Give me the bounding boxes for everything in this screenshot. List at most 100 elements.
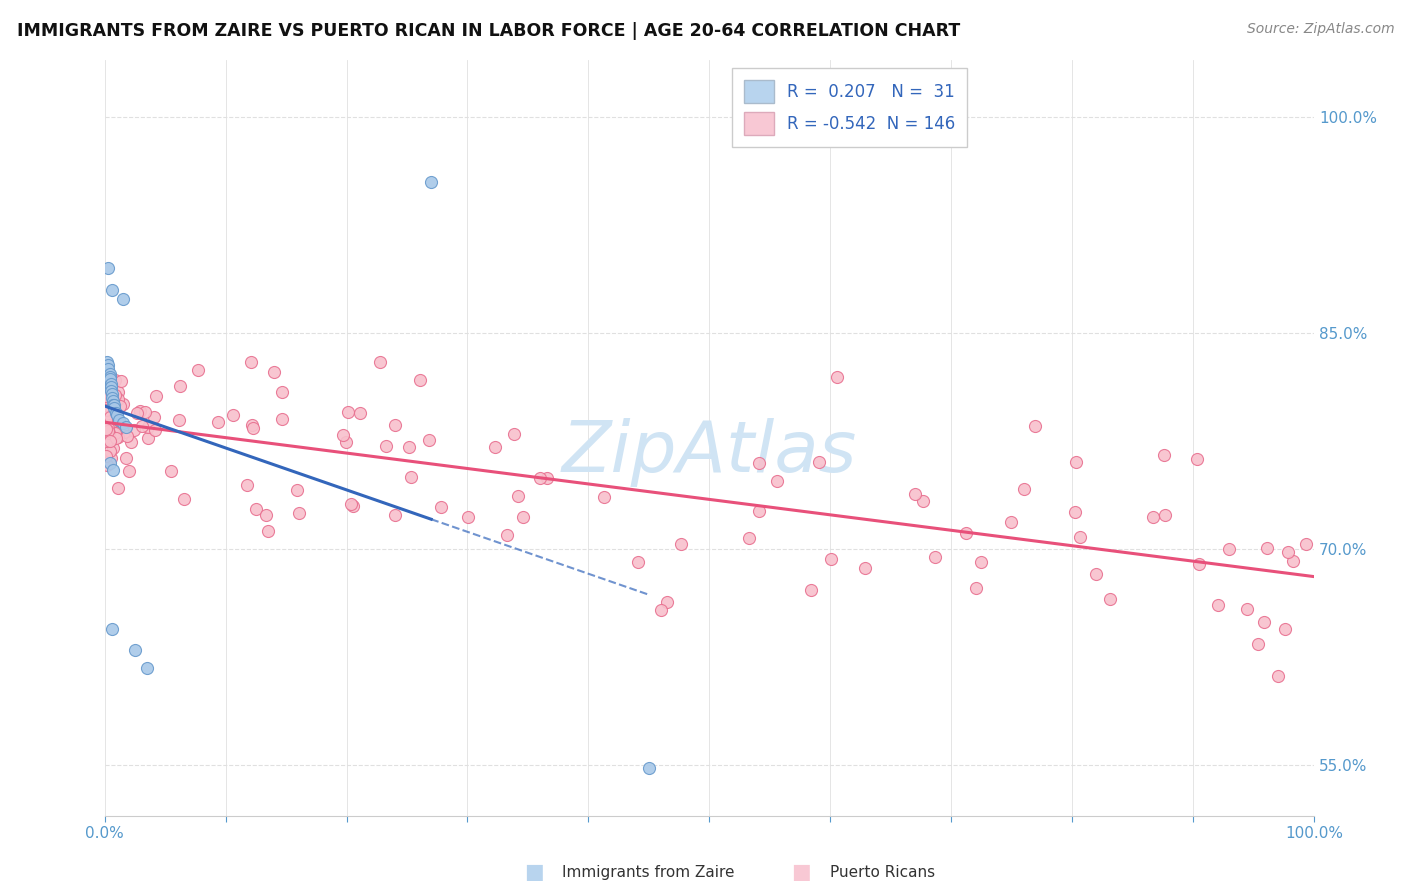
Point [97, 404, 120, 418]
Point [96, 403, 118, 417]
Point [336, 405, 359, 419]
Point [1218, 542, 1240, 557]
Point [1282, 554, 1305, 568]
Point [98, 426, 121, 441]
Point [800, 582, 823, 597]
Point [1024, 419, 1046, 434]
Point [101, 391, 124, 405]
Point [1274, 622, 1296, 636]
Point [98, 369, 121, 384]
Point [107, 385, 129, 400]
Text: ■: ■ [524, 863, 544, 882]
Text: ZipAtlas: ZipAtlas [562, 418, 858, 487]
Point [98, 425, 121, 439]
Point [1185, 451, 1208, 466]
Point [332, 427, 354, 442]
Point [924, 549, 946, 564]
Point [100, 386, 122, 401]
Point [97, 403, 120, 417]
Point [136, 660, 159, 674]
Point [409, 373, 432, 387]
Point [94, 410, 117, 425]
Point [101, 426, 124, 441]
Point [101, 283, 124, 297]
Point [807, 455, 830, 469]
Point [955, 525, 977, 540]
Point [457, 509, 479, 524]
Point [222, 409, 245, 423]
Point [160, 463, 183, 477]
Point [110, 375, 132, 389]
Point [506, 490, 529, 504]
Point [103, 398, 125, 412]
Point [270, 385, 292, 400]
Point [107, 392, 129, 406]
Point [97, 424, 120, 438]
Point [97, 421, 120, 435]
Point [103, 401, 125, 416]
Point [627, 555, 650, 569]
Legend: R =  0.207   N =  31, R = -0.542  N = 146: R = 0.207 N = 31, R = -0.542 N = 146 [733, 68, 967, 147]
Point [853, 560, 876, 574]
Point [1000, 515, 1022, 529]
Point [100, 379, 122, 393]
Point [748, 456, 770, 470]
Point [122, 423, 145, 437]
Point [1295, 537, 1317, 551]
Point [1153, 448, 1175, 462]
Point [820, 552, 842, 566]
Point [115, 450, 138, 465]
Point [503, 426, 526, 441]
Point [638, 761, 661, 775]
Point [245, 501, 267, 516]
Point [100, 434, 122, 448]
Point [512, 509, 534, 524]
Point [240, 355, 263, 369]
Point [98, 456, 121, 470]
Point [1277, 544, 1299, 558]
Point [287, 506, 309, 520]
Point [904, 487, 927, 501]
Point [96, 458, 118, 473]
Point [825, 369, 848, 384]
Point [138, 431, 160, 445]
Point [97, 261, 120, 276]
Point [1236, 602, 1258, 616]
Point [94, 372, 117, 386]
Point [127, 406, 149, 420]
Point [349, 406, 371, 420]
Point [108, 413, 131, 427]
Point [136, 420, 159, 434]
Point [97, 387, 120, 401]
Point [912, 494, 935, 508]
Point [1187, 558, 1209, 572]
Point [111, 292, 134, 306]
Point [1064, 505, 1087, 519]
Point [1099, 592, 1122, 607]
Point [1206, 598, 1229, 612]
Point [1247, 636, 1270, 650]
Point [101, 463, 124, 477]
Point [169, 378, 191, 392]
Point [104, 405, 127, 419]
Point [1142, 510, 1164, 524]
Point [173, 491, 195, 506]
Point [111, 397, 134, 411]
Point [100, 451, 122, 466]
Point [1267, 669, 1289, 683]
Point [1084, 567, 1107, 582]
Point [145, 388, 167, 402]
Point [104, 387, 127, 401]
Text: Immigrants from Zaire: Immigrants from Zaire [562, 865, 735, 880]
Point [101, 442, 124, 456]
Point [97, 362, 120, 376]
Point [145, 423, 167, 437]
Point [96, 404, 118, 418]
Point [111, 416, 134, 430]
Point [104, 425, 127, 440]
Point [96, 392, 118, 406]
Point [671, 537, 693, 551]
Point [657, 595, 679, 609]
Text: IMMIGRANTS FROM ZAIRE VS PUERTO RICAN IN LABOR FORCE | AGE 20-64 CORRELATION CHA: IMMIGRANTS FROM ZAIRE VS PUERTO RICAN IN… [17, 22, 960, 40]
Point [107, 481, 129, 495]
